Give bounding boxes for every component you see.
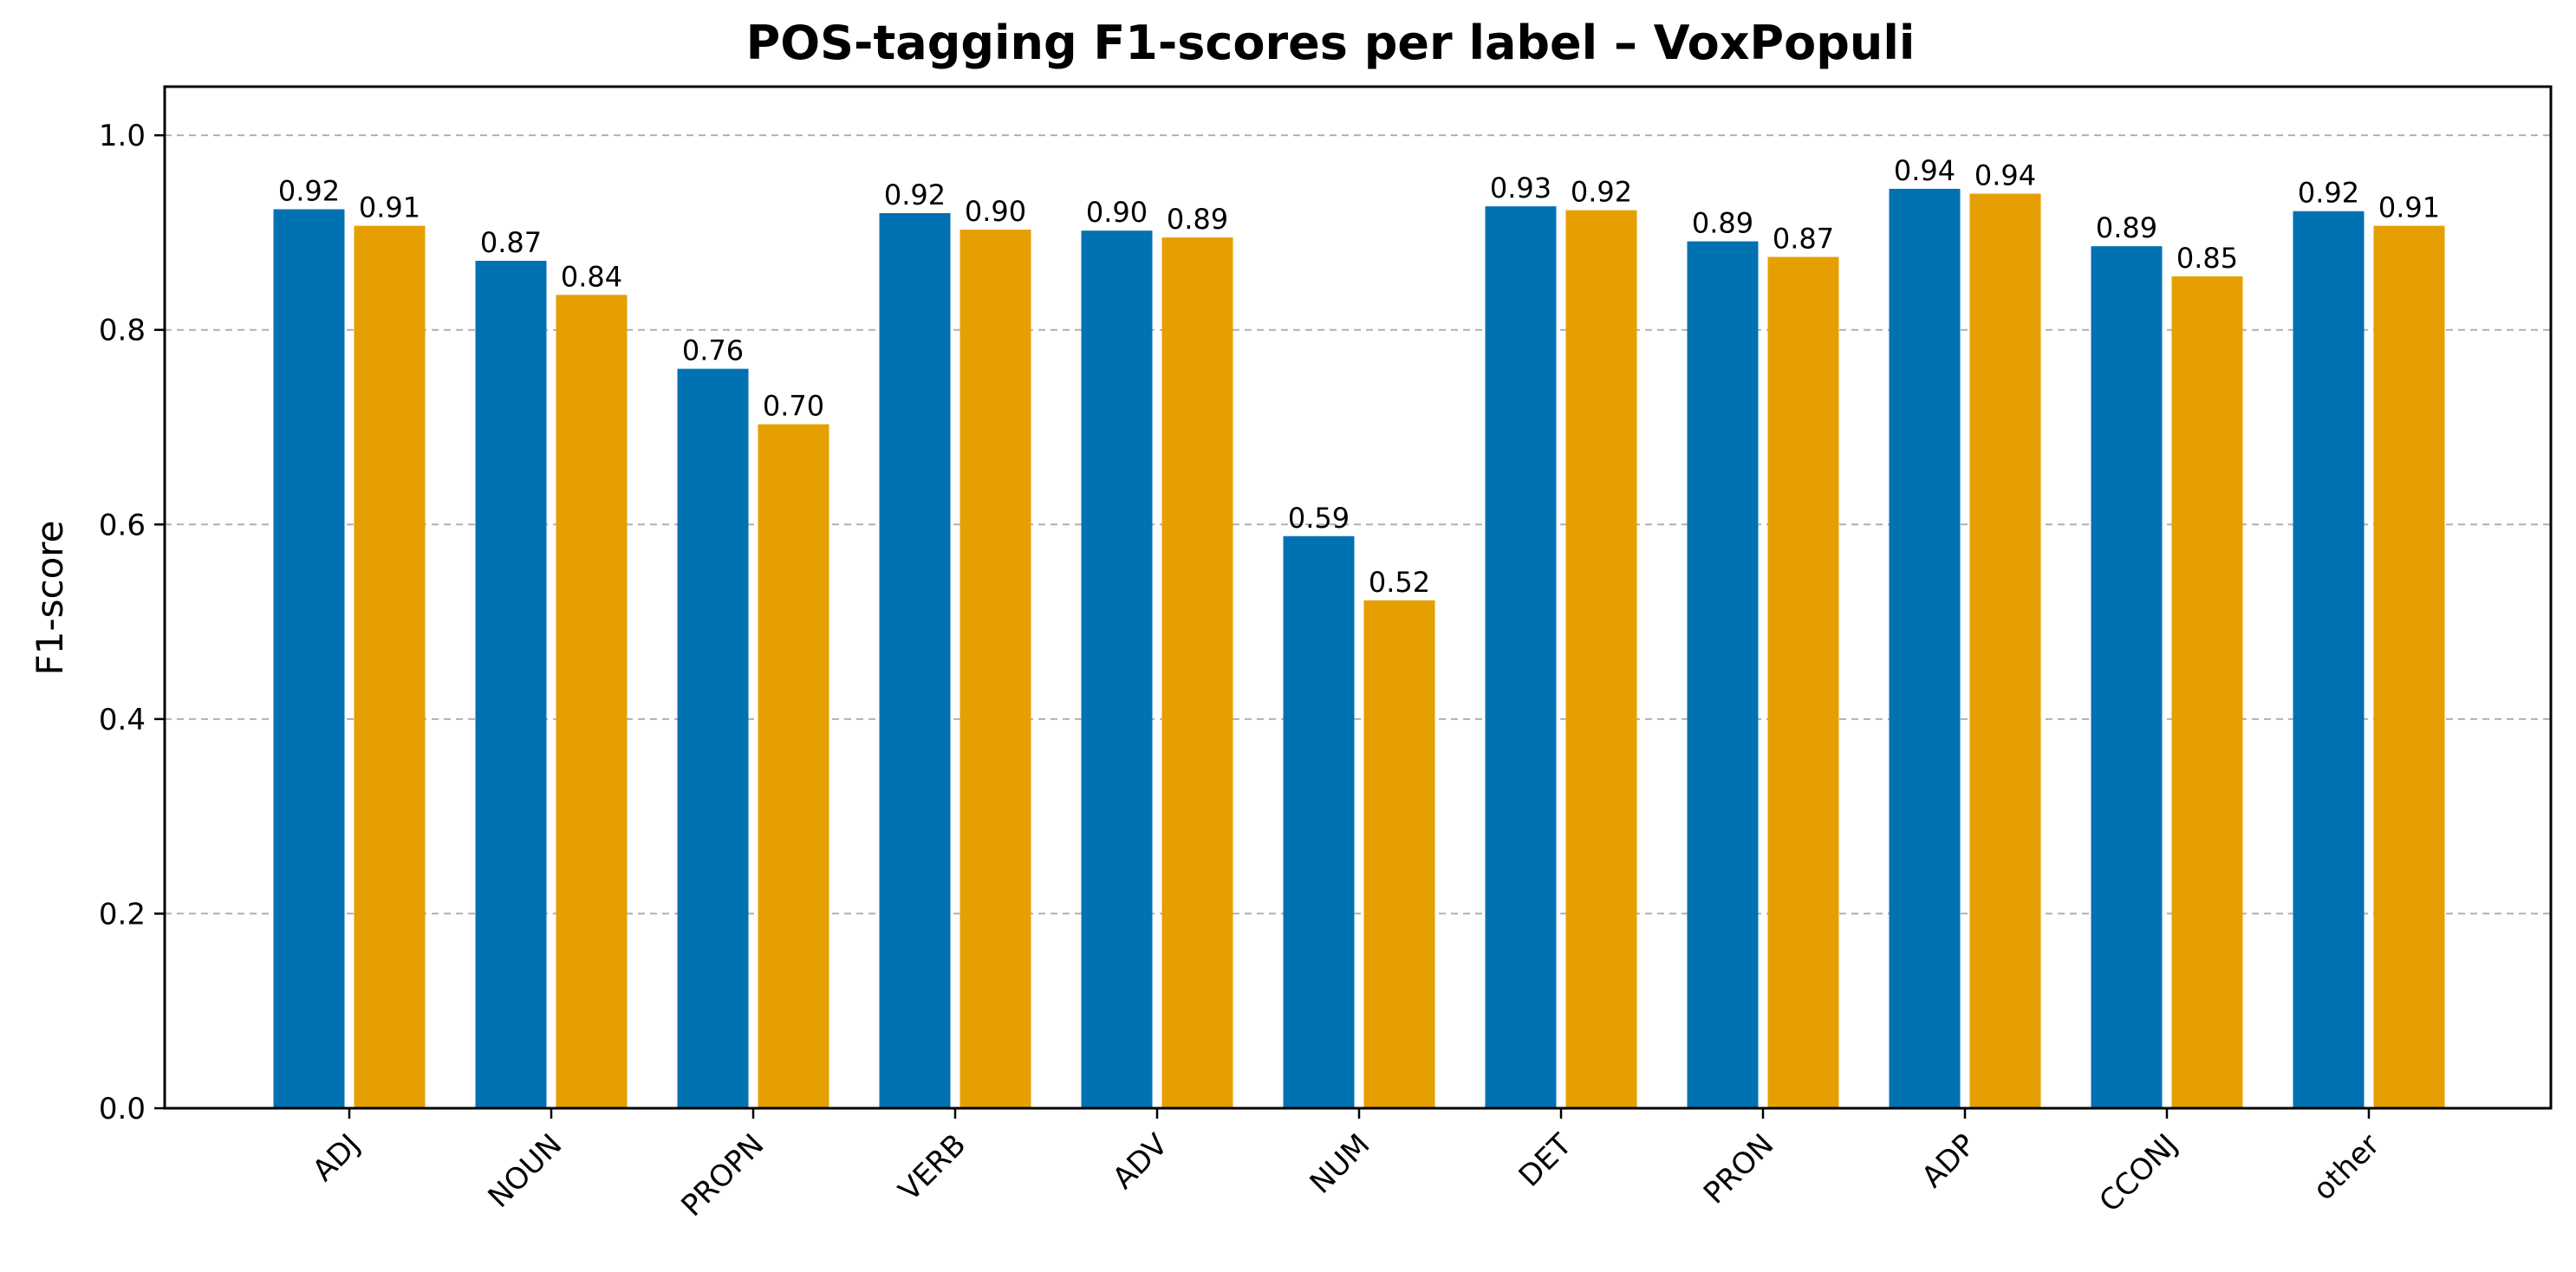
bar-value-label: 0.84 xyxy=(561,260,622,293)
y-tick-label: 1.0 xyxy=(99,119,146,153)
y-gridlines xyxy=(165,134,2551,915)
bar-adp-series-1 xyxy=(1889,188,1961,1108)
x-tick-label-other: other xyxy=(2306,1127,2386,1207)
y-axis-label: F1-score xyxy=(29,521,71,676)
bar-value-label: 0.91 xyxy=(2378,191,2440,224)
y-tick-label: 0.8 xyxy=(99,314,146,348)
x-tick-label-adj: ADJ xyxy=(306,1127,367,1188)
bar-propn-series-2 xyxy=(758,424,829,1108)
bar-adv-series-2 xyxy=(1161,237,1233,1108)
bar-value-label: 0.76 xyxy=(682,334,744,367)
bar-other-series-2 xyxy=(2373,225,2445,1108)
bar-num-series-2 xyxy=(1363,600,1435,1108)
x-tick-label-propn: PROPN xyxy=(674,1127,771,1223)
chart-title: POS-tagging F1-scores per label – VoxPop… xyxy=(746,16,1916,70)
bar-value-label: 0.87 xyxy=(1773,223,1834,256)
x-tick-label-adv: ADV xyxy=(1106,1127,1174,1196)
bar-value-label: 0.87 xyxy=(480,226,542,259)
x-tick-label-verb: VERB xyxy=(892,1127,973,1208)
bar-noun-series-1 xyxy=(475,260,547,1108)
bar-value-label: 0.89 xyxy=(2096,211,2157,244)
x-axis-ticks: ADJ NOUN PROPN VERB ADV NUM DET PRON ADP CCONJ oth… xyxy=(306,1108,2386,1223)
y-axis-ticks: 0.0 0.2 0.4 0.6 0.8 1.0 xyxy=(99,119,165,1126)
x-tick-label-noun: NOUN xyxy=(482,1127,569,1215)
bar-value-label: 0.94 xyxy=(1974,159,2036,192)
y-tick-label: 0.2 xyxy=(99,897,146,931)
bar-value-label: 0.85 xyxy=(2176,242,2238,275)
bar-value-labels: 0.92 0.87 0.76 0.92 0.90 0.59 0.93 0.89 0.94 0.89… xyxy=(278,154,2440,599)
bar-value-label: 0.92 xyxy=(1571,176,1632,209)
x-tick-label-pron: PRON xyxy=(1697,1127,1780,1210)
x-tick-label-cconj: CCONJ xyxy=(2093,1127,2185,1219)
bar-cconj-series-2 xyxy=(2171,276,2243,1108)
bar-verb-series-1 xyxy=(879,212,951,1108)
bar-num-series-1 xyxy=(1283,535,1355,1108)
bar-value-label: 0.89 xyxy=(1167,203,1228,236)
bar-det-series-1 xyxy=(1485,206,1557,1108)
x-tick-label-num: NUM xyxy=(1304,1127,1377,1201)
bar-pron-series-1 xyxy=(1687,241,1759,1108)
bars xyxy=(273,188,2445,1109)
x-tick-label-det: DET xyxy=(1512,1127,1579,1194)
bar-value-label: 0.94 xyxy=(1894,154,1955,187)
plot-area-frame xyxy=(163,85,2553,1110)
bar-value-label: 0.92 xyxy=(278,174,340,207)
y-tick-label: 0.6 xyxy=(99,508,146,542)
bar-value-label: 0.91 xyxy=(359,191,420,224)
bar-adj-series-1 xyxy=(273,209,345,1109)
bar-adp-series-2 xyxy=(1969,193,2041,1108)
bar-pron-series-2 xyxy=(1767,256,1839,1108)
bar-value-label: 0.59 xyxy=(1288,502,1350,535)
x-tick-label-adp: ADP xyxy=(1916,1127,1983,1195)
bar-value-label: 0.89 xyxy=(1692,207,1753,240)
bar-adj-series-2 xyxy=(354,225,426,1108)
bar-adv-series-1 xyxy=(1081,230,1153,1108)
bar-value-label: 0.90 xyxy=(965,195,1026,228)
y-tick-label: 0.4 xyxy=(99,703,146,737)
bar-cconj-series-1 xyxy=(2091,246,2163,1108)
bar-value-label: 0.70 xyxy=(763,390,824,423)
bar-propn-series-1 xyxy=(677,368,749,1109)
bar-other-series-1 xyxy=(2293,211,2365,1108)
bar-value-label: 0.92 xyxy=(884,178,946,211)
bar-value-label: 0.92 xyxy=(2298,177,2359,210)
bar-value-label: 0.90 xyxy=(1086,196,1148,229)
bar-noun-series-2 xyxy=(556,295,628,1108)
bar-value-label: 0.93 xyxy=(1490,172,1551,204)
bar-verb-series-2 xyxy=(959,230,1031,1108)
y-tick-label: 0.0 xyxy=(99,1092,146,1126)
bar-det-series-2 xyxy=(1565,210,1637,1108)
bar-value-label: 0.52 xyxy=(1369,566,1430,599)
